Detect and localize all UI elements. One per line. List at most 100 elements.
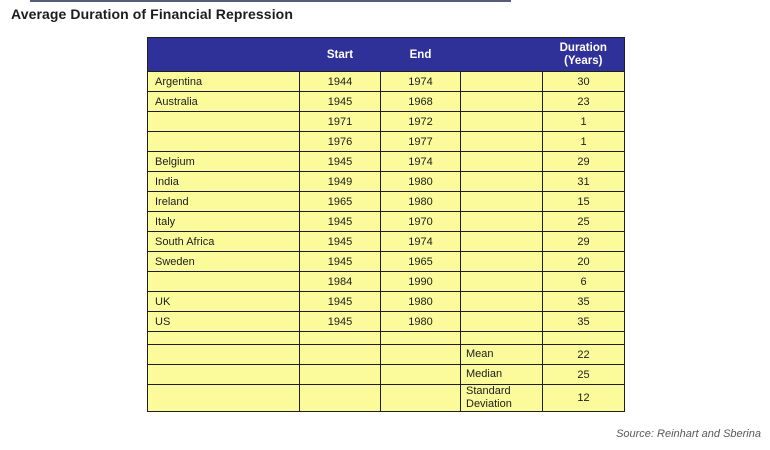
header-end: End bbox=[409, 48, 432, 61]
cell-country: Ireland bbox=[147, 191, 300, 212]
cell-start-empty bbox=[299, 384, 381, 412]
table-row: US 1945 1980 35 bbox=[147, 311, 625, 332]
cell-start: 1976 bbox=[299, 131, 381, 152]
cell-country: India bbox=[147, 171, 300, 192]
cell-end: 1972 bbox=[380, 111, 461, 132]
table-header-row: Start End Duration (Years) bbox=[147, 37, 625, 72]
table-row: Argentina 1944 1974 30 bbox=[147, 71, 625, 92]
cell-start: 1945 bbox=[299, 151, 381, 172]
cell-label-empty bbox=[460, 131, 543, 152]
cell-country bbox=[147, 271, 300, 292]
cell-summary-value: 22 bbox=[542, 344, 625, 365]
cell-end: 1970 bbox=[380, 211, 461, 232]
cell-start: 1965 bbox=[299, 191, 381, 212]
table-row: Italy 1945 1970 25 bbox=[147, 211, 625, 232]
source-note: Source: Reinhart and Sberina bbox=[616, 428, 761, 440]
cell-end: 1980 bbox=[380, 291, 461, 312]
cell-label-empty bbox=[460, 211, 543, 232]
cell-empty bbox=[542, 331, 625, 345]
cell-duration: 1 bbox=[542, 111, 625, 132]
table-row: UK 1945 1980 35 bbox=[147, 291, 625, 312]
cell-start: 1945 bbox=[299, 311, 381, 332]
cell-summary-label: Standard Deviation bbox=[460, 384, 543, 412]
cell-empty bbox=[147, 331, 300, 345]
cell-country: UK bbox=[147, 291, 300, 312]
cell-label-empty bbox=[460, 71, 543, 92]
cell-summary-value: 25 bbox=[542, 364, 625, 385]
cell-duration: 31 bbox=[542, 171, 625, 192]
cell-end: 1980 bbox=[380, 311, 461, 332]
cell-start: 1949 bbox=[299, 171, 381, 192]
cell-start: 1984 bbox=[299, 271, 381, 292]
table-row: 1984 1990 6 bbox=[147, 271, 625, 292]
cell-country bbox=[147, 111, 300, 132]
cell-empty bbox=[299, 331, 381, 345]
cell-empty bbox=[460, 331, 543, 345]
cell-duration: 25 bbox=[542, 211, 625, 232]
cell-duration: 29 bbox=[542, 231, 625, 252]
cell-start: 1971 bbox=[299, 111, 381, 132]
cell-country: South Africa bbox=[147, 231, 300, 252]
table-row: India 1949 1980 31 bbox=[147, 171, 625, 192]
cell-label-empty bbox=[460, 111, 543, 132]
header-duration: Duration (Years) bbox=[543, 38, 625, 72]
financial-repression-table: Start End Duration (Years) Argentina 1944… bbox=[147, 37, 625, 412]
cell-duration: 35 bbox=[542, 311, 625, 332]
cell-label-empty bbox=[460, 231, 543, 252]
table-row: Ireland 1965 1980 15 bbox=[147, 191, 625, 212]
cell-end: 1980 bbox=[380, 171, 461, 192]
cell-end: 1974 bbox=[380, 71, 461, 92]
spacer-row bbox=[147, 331, 625, 345]
cell-country: Argentina bbox=[147, 71, 300, 92]
cell-country-empty bbox=[147, 344, 300, 365]
table-body: Argentina 1944 1974 30 Australia 1945 1968 23 19… bbox=[147, 71, 625, 412]
cell-label-empty bbox=[460, 91, 543, 112]
cell-start-empty bbox=[299, 344, 381, 365]
cell-summary-label: Median bbox=[460, 364, 543, 385]
table-row: 1976 1977 1 bbox=[147, 131, 625, 152]
header-start: Start bbox=[326, 48, 354, 61]
summary-row: Standard Deviation 12 bbox=[147, 384, 625, 412]
table-row: 1971 1972 1 bbox=[147, 111, 625, 132]
cell-duration: 29 bbox=[542, 151, 625, 172]
cell-end: 1968 bbox=[380, 91, 461, 112]
header-country-blank bbox=[148, 38, 300, 72]
cell-end: 1974 bbox=[380, 231, 461, 252]
cell-end: 1965 bbox=[380, 251, 461, 272]
cell-end: 1990 bbox=[380, 271, 461, 292]
cell-duration: 23 bbox=[542, 91, 625, 112]
cell-start: 1945 bbox=[299, 91, 381, 112]
cell-end: 1977 bbox=[380, 131, 461, 152]
financial-repression-table-wrap: Start End Duration (Years) Argentina 1944… bbox=[147, 37, 625, 412]
header-label-blank bbox=[461, 38, 543, 72]
cell-duration: 30 bbox=[542, 71, 625, 92]
cell-end: 1980 bbox=[380, 191, 461, 212]
cell-end-empty bbox=[380, 364, 461, 385]
cell-duration: 1 bbox=[542, 131, 625, 152]
page-title: Average Duration of Financial Repression bbox=[11, 6, 293, 22]
cell-label-empty bbox=[460, 271, 543, 292]
cell-start: 1945 bbox=[299, 231, 381, 252]
cell-start: 1945 bbox=[299, 291, 381, 312]
cell-country: US bbox=[147, 311, 300, 332]
cell-label-empty bbox=[460, 291, 543, 312]
cell-label-empty bbox=[460, 151, 543, 172]
header-duration-line1: Duration bbox=[559, 41, 607, 54]
cell-country: Italy bbox=[147, 211, 300, 232]
cell-country: Australia bbox=[147, 91, 300, 112]
cell-summary-label: Mean bbox=[460, 344, 543, 365]
cell-country-empty bbox=[147, 384, 300, 412]
cell-label-empty bbox=[460, 251, 543, 272]
cell-start: 1945 bbox=[299, 211, 381, 232]
cell-end-empty bbox=[380, 344, 461, 365]
top-divider-line bbox=[30, 0, 511, 2]
cell-start: 1944 bbox=[299, 71, 381, 92]
summary-row: Mean 22 bbox=[147, 344, 625, 365]
table-row: Sweden 1945 1965 20 bbox=[147, 251, 625, 272]
cell-label-empty bbox=[460, 171, 543, 192]
cell-duration: 15 bbox=[542, 191, 625, 212]
summary-row: Median 25 bbox=[147, 364, 625, 385]
cell-country-empty bbox=[147, 364, 300, 385]
cell-end: 1974 bbox=[380, 151, 461, 172]
